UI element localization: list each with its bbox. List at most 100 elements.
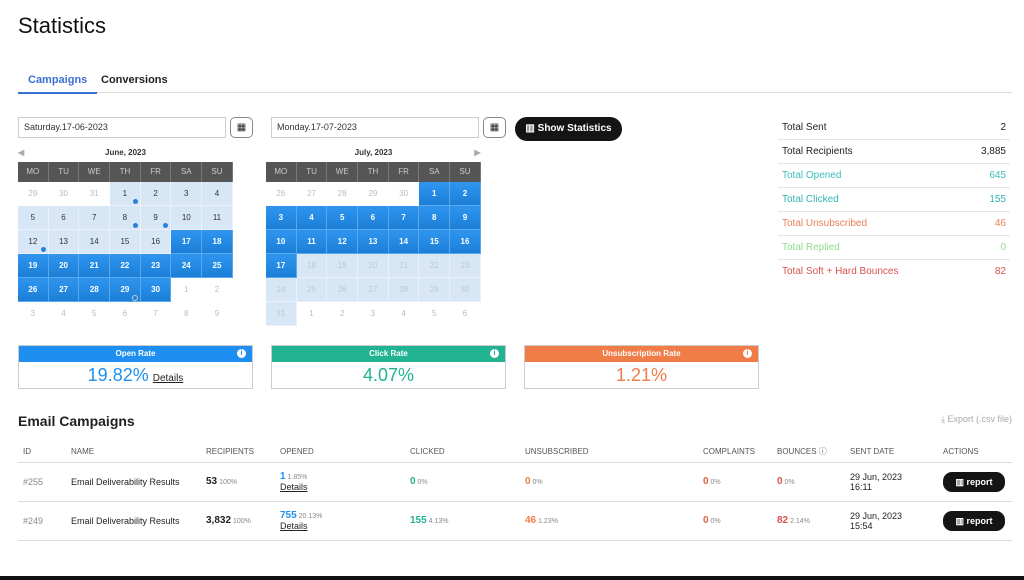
calendar-day[interactable]: 26 (266, 182, 297, 206)
calendar-day[interactable]: 17 (266, 254, 297, 278)
calendar-day[interactable]: 30 (388, 182, 420, 206)
calendar-day[interactable]: 19 (18, 254, 49, 278)
calendar-day[interactable]: 13 (48, 230, 80, 254)
calendar-day[interactable]: 28 (388, 278, 420, 302)
calendar-day[interactable]: 6 (450, 302, 481, 326)
calendar-day[interactable]: 22 (110, 254, 141, 278)
end-calendar-button[interactable]: ▦ (483, 117, 506, 138)
calendar-day[interactable]: 4 (296, 206, 328, 230)
calendar-day[interactable]: 31 (79, 182, 111, 206)
calendar-day[interactable]: 11 (202, 206, 233, 230)
calendar-day[interactable]: 7 (140, 302, 172, 326)
opened-details-link[interactable]: Details (280, 482, 308, 492)
calendar-day[interactable]: 23 (450, 254, 481, 278)
calendar-day[interactable]: 12 (327, 230, 359, 254)
calendar-day[interactable]: 15 (110, 230, 141, 254)
calendar-day[interactable]: 4 (202, 182, 233, 206)
calendar-day[interactable]: 10 (171, 206, 203, 230)
info-icon[interactable]: i (743, 349, 752, 358)
tab-campaigns[interactable]: Campaigns (18, 74, 98, 94)
calendar-day[interactable]: 16 (450, 230, 481, 254)
report-button[interactable]: ▥ report (943, 510, 1005, 531)
calendar-day[interactable]: 14 (79, 230, 111, 254)
info-icon[interactable]: i (490, 349, 499, 358)
calendar-day[interactable]: 29 (110, 278, 141, 302)
calendar-day[interactable]: 5 (419, 302, 451, 326)
calendar-day[interactable]: 30 (450, 278, 481, 302)
calendar-day[interactable]: 24 (266, 278, 297, 302)
calendar-day[interactable]: 30 (140, 278, 172, 302)
calendar-day[interactable]: 26 (18, 278, 49, 302)
calendar-day[interactable]: 9 (202, 302, 233, 326)
info-icon[interactable]: i (237, 349, 246, 358)
calendar-day[interactable]: 29 (18, 182, 49, 206)
report-button[interactable]: ▥ report (943, 471, 1005, 492)
calendar-day[interactable]: 2 (140, 182, 172, 206)
calendar-day[interactable]: 1 (419, 182, 451, 206)
calendar-day[interactable]: 2 (450, 182, 481, 206)
calendar-day[interactable]: 25 (202, 254, 233, 278)
calendar-day[interactable]: 28 (327, 182, 359, 206)
prev-month-icon[interactable]: ◀ (18, 148, 25, 157)
calendar-day[interactable]: 8 (171, 302, 203, 326)
tab-conversions[interactable]: Conversions (101, 74, 168, 86)
calendar-day[interactable]: 21 (388, 254, 420, 278)
calendar-day[interactable]: 3 (18, 302, 49, 326)
calendar-day[interactable]: 18 (202, 230, 233, 254)
calendar-day[interactable]: 6 (110, 302, 141, 326)
calendar-day[interactable]: 14 (388, 230, 420, 254)
calendar-day[interactable]: 2 (327, 302, 359, 326)
calendar-day[interactable]: 26 (327, 278, 359, 302)
calendar-day[interactable]: 4 (48, 302, 80, 326)
calendar-day[interactable]: 7 (79, 206, 111, 230)
calendar-day[interactable]: 16 (140, 230, 172, 254)
calendar-day[interactable]: 27 (358, 278, 389, 302)
calendar-day[interactable]: 2 (202, 278, 233, 302)
calendar-day[interactable]: 5 (79, 302, 111, 326)
calendar-day[interactable]: 8 (110, 206, 141, 230)
calendar-day[interactable]: 11 (296, 230, 328, 254)
calendar-day[interactable]: 29 (419, 278, 451, 302)
start-calendar-button[interactable]: ▦ (230, 117, 253, 138)
calendar-day[interactable]: 20 (48, 254, 80, 278)
next-month-icon[interactable]: ▶ (474, 148, 481, 157)
rate-details-link[interactable]: Details (152, 373, 184, 384)
end-date-input[interactable]: Monday.17-07-2023 (271, 117, 479, 138)
calendar-day[interactable]: 3 (171, 182, 203, 206)
calendar-day[interactable]: 27 (48, 278, 80, 302)
calendar-day[interactable]: 28 (79, 278, 111, 302)
calendar-day[interactable]: 1 (171, 278, 203, 302)
calendar-day[interactable]: 6 (48, 206, 80, 230)
calendar-day[interactable]: 3 (358, 302, 389, 326)
calendar-day[interactable]: 5 (18, 206, 49, 230)
calendar-day[interactable]: 30 (48, 182, 80, 206)
calendar-day[interactable]: 27 (296, 182, 328, 206)
calendar-day[interactable]: 3 (266, 206, 297, 230)
calendar-day[interactable]: 1 (110, 182, 141, 206)
calendar-day[interactable]: 24 (171, 254, 203, 278)
calendar-day[interactable]: 15 (419, 230, 451, 254)
calendar-day[interactable]: 7 (388, 206, 420, 230)
opened-details-link[interactable]: Details (280, 521, 308, 531)
calendar-day[interactable]: 23 (140, 254, 172, 278)
calendar-day[interactable]: 22 (419, 254, 451, 278)
calendar-day[interactable]: 1 (296, 302, 328, 326)
calendar-day[interactable]: 10 (266, 230, 297, 254)
calendar-day[interactable]: 9 (140, 206, 172, 230)
calendar-day[interactable]: 5 (327, 206, 359, 230)
calendar-day[interactable]: 19 (327, 254, 359, 278)
start-date-input[interactable]: Saturday.17-06-2023 (18, 117, 226, 138)
calendar-day[interactable]: 17 (171, 230, 203, 254)
calendar-day[interactable]: 29 (358, 182, 389, 206)
calendar-day[interactable]: 21 (79, 254, 111, 278)
export-csv-link[interactable]: ⤓ Export (.csv file) (941, 414, 1012, 424)
calendar-day[interactable]: 4 (388, 302, 420, 326)
calendar-day[interactable]: 8 (419, 206, 451, 230)
calendar-day[interactable]: 13 (358, 230, 389, 254)
calendar-day[interactable]: 6 (358, 206, 389, 230)
calendar-day[interactable]: 9 (450, 206, 481, 230)
calendar-day[interactable]: 25 (296, 278, 328, 302)
calendar-day[interactable]: 31 (266, 302, 297, 326)
show-statistics-button[interactable]: ▥ Show Statistics (515, 117, 622, 141)
calendar-day[interactable]: 12 (18, 230, 49, 254)
